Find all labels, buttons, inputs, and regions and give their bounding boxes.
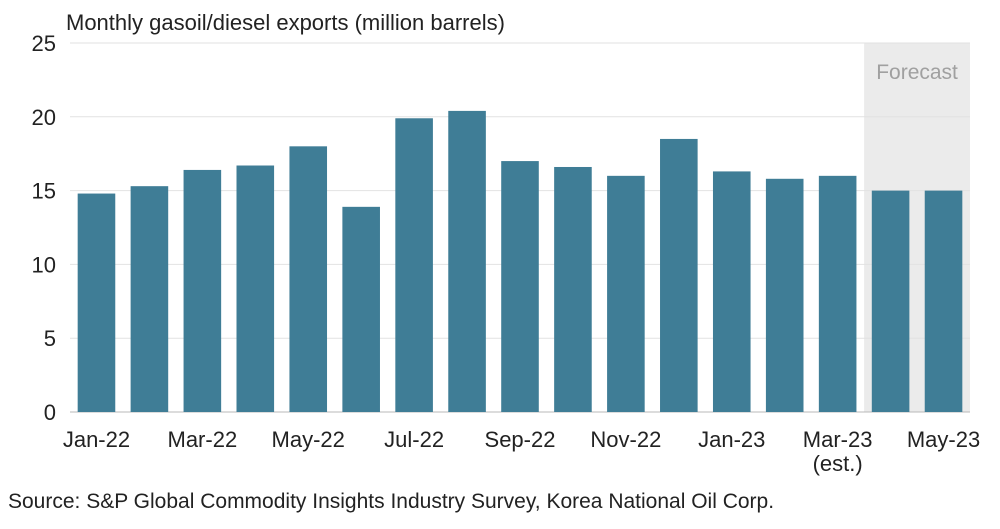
bar-Jan-22 xyxy=(77,193,116,412)
y-tick-label: 20 xyxy=(32,105,56,130)
x-tick-label: Sep-22 xyxy=(485,427,556,452)
bar-Aug-22 xyxy=(448,110,486,413)
bar-Feb-23 xyxy=(765,178,804,412)
bar-Mar-22 xyxy=(183,169,222,412)
bars xyxy=(77,110,963,413)
y-tick-label: 25 xyxy=(32,31,56,56)
bar-Mar-23 xyxy=(818,175,857,412)
bar-Feb-22 xyxy=(130,186,169,412)
bar-Jan-23 xyxy=(712,171,751,412)
forecast-label: Forecast xyxy=(876,61,958,84)
bar-Dec-22 xyxy=(660,138,698,412)
y-tick-label: 10 xyxy=(32,252,56,277)
bar-Jul-22 xyxy=(395,118,433,412)
x-tick-label: Jul-22 xyxy=(384,427,444,452)
x-tick-label: May-23 xyxy=(907,427,980,452)
y-tick-label: 0 xyxy=(44,400,56,425)
x-tick-label: Jan-23 xyxy=(698,427,765,452)
bar-Oct-22 xyxy=(554,166,592,412)
x-tick-label: Jan-22 xyxy=(63,427,130,452)
x-tick-label: Nov-22 xyxy=(590,427,661,452)
x-axis-tick-labels: Jan-22 Mar-22 May-22 Jul-22 Sep-22 Nov-22 Jan-… xyxy=(63,427,980,476)
bar-May-22 xyxy=(289,146,328,412)
chart-source: Source: S&P Global Commodity Insights In… xyxy=(8,490,774,513)
chart-title: Monthly gasoil/diesel exports (million b… xyxy=(66,10,505,35)
bar-Jun-22 xyxy=(342,206,380,412)
y-tick-label: 15 xyxy=(32,179,56,204)
bar-May-23 xyxy=(924,190,963,412)
x-tick-label: Mar-22 xyxy=(168,427,238,452)
bar-Apr-22 xyxy=(236,165,275,412)
bar-Apr-23 xyxy=(871,190,910,412)
y-tick-label: 5 xyxy=(44,326,56,351)
x-tick-label: Mar-23 xyxy=(803,427,873,452)
bar-Sep-22 xyxy=(501,161,539,412)
bar-Nov-22 xyxy=(607,175,645,412)
x-tick-sublabel: (est.) xyxy=(813,451,863,476)
x-tick-label: May-22 xyxy=(272,427,345,452)
y-axis-tick-labels: 0 5 10 15 20 25 xyxy=(32,31,56,425)
